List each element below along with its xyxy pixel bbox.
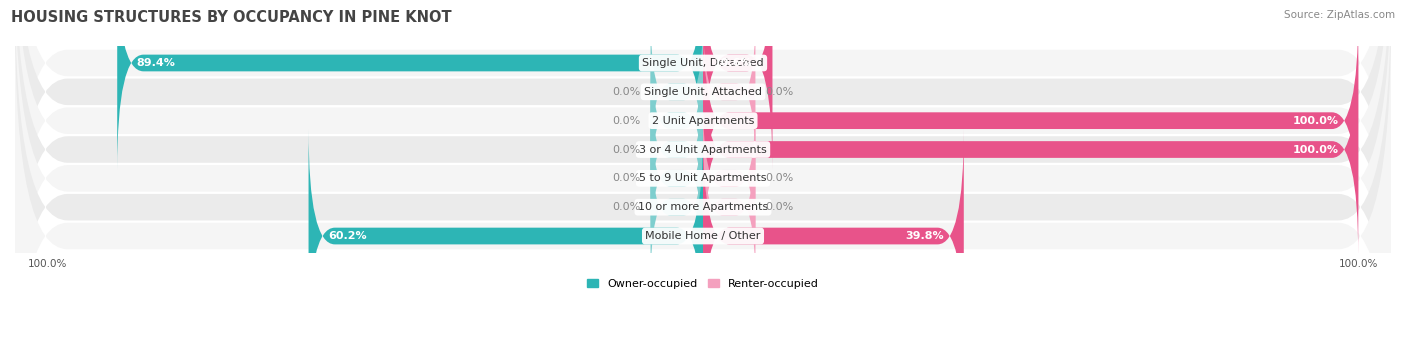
FancyBboxPatch shape [308, 129, 703, 341]
Legend: Owner-occupied, Renter-occupied: Owner-occupied, Renter-occupied [582, 275, 824, 294]
FancyBboxPatch shape [15, 0, 1391, 341]
Text: Single Unit, Detached: Single Unit, Detached [643, 58, 763, 68]
FancyBboxPatch shape [117, 0, 703, 170]
FancyBboxPatch shape [703, 129, 963, 341]
Text: Mobile Home / Other: Mobile Home / Other [645, 231, 761, 241]
Text: 0.0%: 0.0% [765, 202, 793, 212]
FancyBboxPatch shape [15, 0, 1391, 280]
Text: 60.2%: 60.2% [328, 231, 367, 241]
Text: 2 Unit Apartments: 2 Unit Apartments [652, 116, 754, 126]
Text: 39.8%: 39.8% [905, 231, 943, 241]
FancyBboxPatch shape [703, 100, 755, 256]
FancyBboxPatch shape [651, 100, 703, 256]
Text: 3 or 4 Unit Apartments: 3 or 4 Unit Apartments [640, 145, 766, 154]
Text: Source: ZipAtlas.com: Source: ZipAtlas.com [1284, 10, 1395, 20]
Text: 0.0%: 0.0% [613, 202, 641, 212]
Text: Single Unit, Attached: Single Unit, Attached [644, 87, 762, 97]
FancyBboxPatch shape [15, 0, 1391, 341]
Text: 0.0%: 0.0% [613, 145, 641, 154]
FancyBboxPatch shape [703, 129, 755, 285]
Text: HOUSING STRUCTURES BY OCCUPANCY IN PINE KNOT: HOUSING STRUCTURES BY OCCUPANCY IN PINE … [11, 10, 451, 25]
FancyBboxPatch shape [703, 14, 1358, 228]
Text: 0.0%: 0.0% [613, 173, 641, 183]
Text: 5 to 9 Unit Apartments: 5 to 9 Unit Apartments [640, 173, 766, 183]
FancyBboxPatch shape [651, 43, 703, 199]
FancyBboxPatch shape [15, 0, 1391, 338]
FancyBboxPatch shape [651, 129, 703, 285]
Text: 100.0%: 100.0% [1292, 145, 1339, 154]
Text: 0.0%: 0.0% [765, 173, 793, 183]
Text: 10.6%: 10.6% [714, 58, 752, 68]
FancyBboxPatch shape [703, 14, 755, 170]
Text: 10 or more Apartments: 10 or more Apartments [638, 202, 768, 212]
Text: 0.0%: 0.0% [765, 87, 793, 97]
Text: 0.0%: 0.0% [613, 116, 641, 126]
FancyBboxPatch shape [15, 0, 1391, 341]
FancyBboxPatch shape [703, 0, 772, 170]
Text: 100.0%: 100.0% [1292, 116, 1339, 126]
FancyBboxPatch shape [15, 18, 1391, 341]
Text: 0.0%: 0.0% [613, 87, 641, 97]
FancyBboxPatch shape [15, 0, 1391, 309]
FancyBboxPatch shape [703, 43, 1358, 256]
FancyBboxPatch shape [651, 71, 703, 228]
Text: 89.4%: 89.4% [136, 58, 176, 68]
FancyBboxPatch shape [651, 14, 703, 170]
